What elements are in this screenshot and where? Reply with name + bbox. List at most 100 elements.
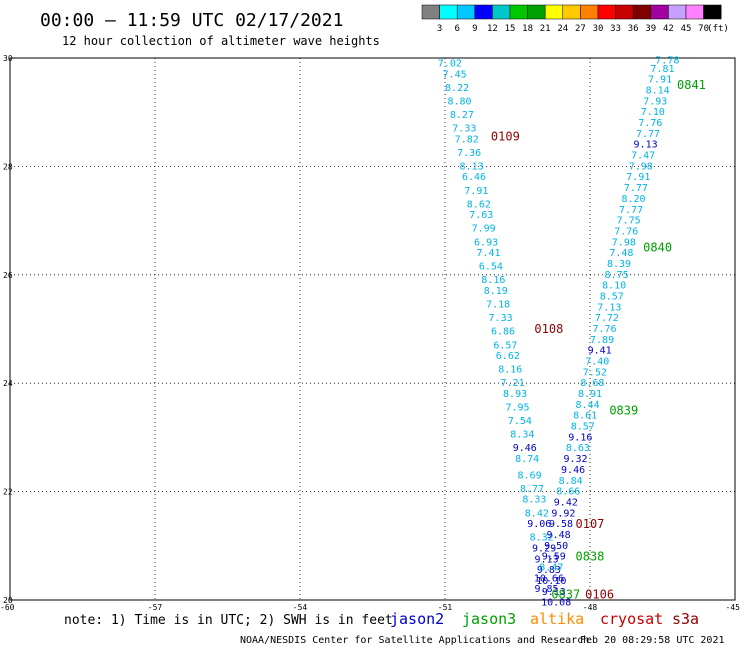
swh-value-label: 7.82 <box>455 134 479 145</box>
swh-value-label: 9.46 <box>513 443 537 454</box>
plot-area <box>9 57 736 601</box>
scale-label: 30 <box>593 24 604 34</box>
swh-value-label: 7.41 <box>476 248 500 259</box>
swh-value-label: 7.76 <box>638 118 662 129</box>
swh-value-label: 8.57 <box>600 291 624 302</box>
scale-swatch <box>615 4 634 20</box>
y-tick-label: 30 <box>3 54 13 63</box>
x-tick-label: -54 <box>293 603 308 612</box>
swh-value-label: 7.21 <box>501 378 525 389</box>
swh-value-label: 8.34 <box>510 430 534 441</box>
swh-value-label: 7.33 <box>489 313 513 324</box>
scale-label: 3 <box>437 24 442 34</box>
satellite-legend-item: altika <box>530 610 584 628</box>
x-tick-label: -45 <box>726 603 740 612</box>
swh-value-label: 8.16 <box>481 275 505 286</box>
swh-value-label: 8.10 <box>602 281 626 292</box>
swh-value-label: 7.76 <box>614 226 638 237</box>
swh-value-label: 7.13 <box>597 302 621 313</box>
swh-value-label: 9.50 <box>544 541 568 552</box>
swh-value-label: 7.45 <box>443 69 467 80</box>
swh-value-label: 6.93 <box>474 237 498 248</box>
scale-swatch <box>509 4 528 20</box>
scale-swatch <box>703 4 722 20</box>
swh-value-label: 9.13 <box>534 554 558 565</box>
scale-label: 18 <box>522 24 533 34</box>
swh-value-label: 7.48 <box>609 248 633 259</box>
swh-value-label: 7.91 <box>648 75 672 86</box>
swh-value-label: 8.47 <box>539 562 563 573</box>
scale-label: 33 <box>610 24 621 34</box>
scale-label: 9 <box>472 24 477 34</box>
swh-value-label: 9.48 <box>547 530 571 541</box>
scale-swatch <box>685 4 704 20</box>
grid-lines <box>10 58 735 600</box>
scale-swatch <box>474 4 493 20</box>
swh-value-label: 7.40 <box>585 357 609 368</box>
swh-value-label: 10.08 <box>541 598 571 609</box>
scale-swatch <box>439 4 458 20</box>
swh-value-label: 8.75 <box>605 270 629 281</box>
swh-value-label: 7.91 <box>626 172 650 183</box>
swh-value-label: 8.33 <box>522 495 546 506</box>
swh-value-label: 8.68 <box>580 378 604 389</box>
swh-value-label: 7.76 <box>592 324 616 335</box>
swh-value-label: 9.16 <box>568 432 592 443</box>
scale-label: 21 <box>540 24 551 34</box>
scale-swatch <box>668 4 687 20</box>
swh-value-label: 8.84 <box>559 476 583 487</box>
scale-label: 27 <box>575 24 586 34</box>
footer-timestamp: Feb 20 08:29:58 UTC 2021 <box>580 635 725 646</box>
x-tick-label: -60 <box>0 603 15 612</box>
chart-subtitle: 12 hour collection of altimeter wave hei… <box>62 34 380 48</box>
time-label: 0107 <box>576 517 605 531</box>
satellite-legend-item: jason3 <box>462 610 516 628</box>
data-points: 7.027.458.228.808.277.337.827.368.136.46… <box>438 56 680 609</box>
time-label: 0841 <box>677 78 706 92</box>
swh-value-label: 9.85 <box>534 584 558 595</box>
swh-value-label: 7.52 <box>583 367 607 378</box>
y-tick-label: 20 <box>3 596 13 605</box>
swh-value-label: 7.72 <box>595 313 619 324</box>
swh-value-label: 8.20 <box>621 194 645 205</box>
scale-swatch <box>562 4 581 20</box>
swh-value-label: 9.29 <box>532 544 556 555</box>
swh-value-label: 7.77 <box>619 205 643 216</box>
swh-value-label: 8.13 <box>460 161 484 172</box>
scale-swatch <box>597 4 616 20</box>
satellite-legend-item: s3a <box>672 610 699 628</box>
y-tick-label: 22 <box>3 488 13 497</box>
scale-label: 39 <box>645 24 656 34</box>
x-tick-label: -48 <box>583 603 598 612</box>
swh-value-label: 8.66 <box>556 487 580 498</box>
scale-label: 70 <box>698 24 709 34</box>
swh-value-label: 9.59 <box>542 552 566 563</box>
satellite-legend-item: jason2 <box>390 610 444 628</box>
swh-value-label: 7.18 <box>486 300 510 311</box>
scale-swatch <box>580 4 599 20</box>
swh-value-label: 6.62 <box>496 351 520 362</box>
swh-value-label: 7.10 <box>641 107 665 118</box>
swh-value-label: 8.22 <box>445 83 469 94</box>
swh-value-label: 7.47 <box>631 151 655 162</box>
scale-swatch <box>632 4 652 20</box>
scale-label: 36 <box>628 24 639 34</box>
swh-value-label: 9.58 <box>549 519 573 530</box>
time-label: 0108 <box>534 322 563 336</box>
scale-swatch <box>544 4 564 20</box>
swh-value-label: 9.06 <box>527 519 551 530</box>
swh-value-label: 7.36 <box>457 148 481 159</box>
swh-value-label: 8.14 <box>646 86 670 97</box>
scale-label: 45 <box>681 24 692 34</box>
swh-value-label: 8.57 <box>571 422 595 433</box>
swh-value-label: 9.92 <box>551 508 575 519</box>
swh-value-label: 7.54 <box>508 416 532 427</box>
swh-value-label: 7.78 <box>655 56 679 67</box>
scale-unit: (ft) <box>707 24 729 34</box>
scale-label: 42 <box>663 24 674 34</box>
swh-value-label: 6.57 <box>493 340 517 351</box>
y-tick-label: 26 <box>3 271 13 280</box>
swh-value-label: 8.63 <box>566 443 590 454</box>
swh-value-label: 8.42 <box>525 508 549 519</box>
swh-value-label: 9.41 <box>588 346 612 357</box>
